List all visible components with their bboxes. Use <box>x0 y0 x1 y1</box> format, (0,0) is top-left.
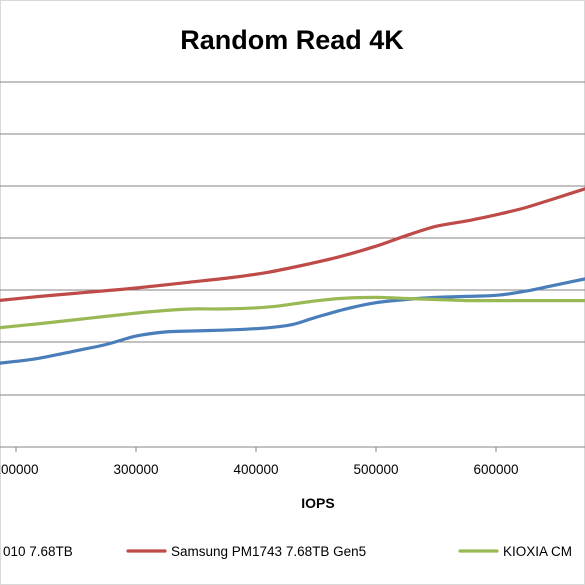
x-tick-label-1: 300000 <box>113 462 158 477</box>
x-tick-label-0: 200000 <box>0 462 39 477</box>
x-tick-label-4: 600000 <box>473 462 518 477</box>
chart-title: Random Read 4K <box>180 25 404 55</box>
series-line-1 <box>0 187 585 303</box>
x-axis-ticks: 200000 300000 400000 500000 600000 <box>0 447 519 477</box>
x-axis-title: IOPS <box>301 495 334 511</box>
series-line-2 <box>0 295 585 330</box>
series-line-0 <box>0 277 585 365</box>
series-lines <box>0 187 585 365</box>
x-tick-label-2: 400000 <box>233 462 278 477</box>
legend-label-0: 010 7.68TB <box>3 544 73 559</box>
legend-label-1: Samsung PM1743 7.68TB Gen5 <box>171 544 366 559</box>
legend-label-2: KIOXIA CM <box>503 544 572 559</box>
x-tick-label-3: 500000 <box>353 462 398 477</box>
legend: 010 7.68TB Samsung PM1743 7.68TB Gen5 KIOX… <box>3 544 572 559</box>
